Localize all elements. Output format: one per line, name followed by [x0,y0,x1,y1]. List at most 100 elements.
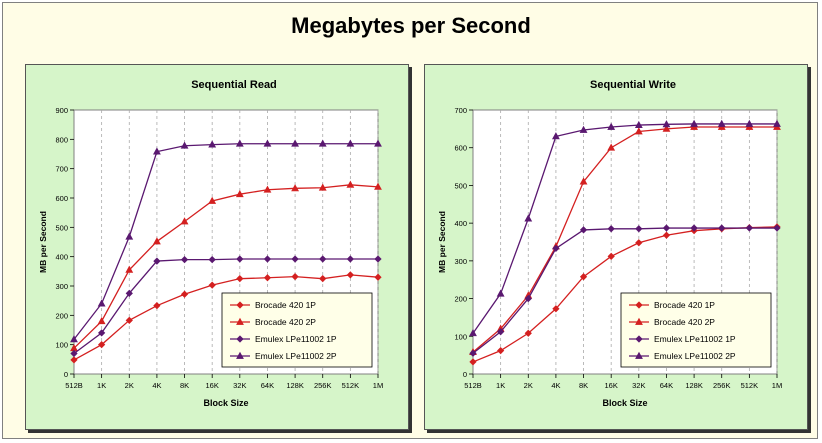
legend-label-emulex-lpe11002-2p: Emulex LPe11002 2P [255,351,337,361]
series-line-brocade-420-2p [472,126,777,353]
x-tick-label: 1M [373,381,383,390]
data-point-brocade-420-2p [235,189,244,198]
data-point-emulex-lpe11002-2p [318,139,327,147]
legend-marker-emulex-lpe11002-2p [635,351,643,359]
legend-marker-emulex-lpe11002-2p [236,351,244,359]
x-tick-label: 4K [152,381,161,390]
series-line-brocade-420-2p [73,184,379,349]
x-tick-label: 512B [65,381,83,390]
data-point-brocade-420-1p [153,302,161,310]
y-tick-label: 300 [454,257,467,266]
y-tick-label: 500 [55,223,68,232]
data-point-brocade-420-2p [97,316,106,325]
chart-title: Sequential Read [191,79,277,91]
y-tick-label: 100 [454,332,467,341]
legend-label-brocade-420-1p: Brocade 420 1P [255,300,316,310]
x-tick-label: 2K [125,381,134,390]
y-tick-label: 200 [55,311,68,320]
data-point-emulex-lpe11002-1p [497,328,505,336]
x-tick-label: 32K [233,381,246,390]
y-tick-label: 600 [55,194,68,203]
data-point-brocade-420-2p [374,182,382,190]
data-point-emulex-lpe11002-1p [718,224,726,232]
sequential-read-chart: Sequential Read 0 100 200 300 400 500 600 700 800… [38,79,383,408]
x-tick-label: 256K [314,381,332,390]
y-tick-label: 400 [454,219,467,228]
x-tick-label: 16K [605,381,618,390]
data-point-brocade-420-2p [579,177,588,185]
legend-marker-brocade-420-2p [635,317,643,325]
y-tick-label: 700 [55,165,68,174]
data-point-emulex-lpe11002-1p [469,349,477,357]
data-point-emulex-lpe11002-1p [662,224,671,232]
data-point-emulex-lpe11002-2p [153,147,161,155]
x-tick-label: 128K [685,381,703,390]
legend-label-brocade-420-1p: Brocade 420 1P [654,300,715,310]
data-point-brocade-420-1p [635,239,643,247]
x-tick-label: 64K [660,381,673,390]
data-point-brocade-420-2p [662,124,671,132]
y-tick-label: 400 [55,253,68,262]
data-point-emulex-lpe11002-2p [524,214,533,222]
data-point-emulex-lpe11002-1p [291,255,299,263]
y-tick-label: 300 [55,282,68,291]
data-point-emulex-lpe11002-1p [236,255,244,263]
data-point-emulex-lpe11002-2p [235,139,244,147]
y-tick-label: 600 [454,144,467,153]
data-point-brocade-420-1p [236,275,244,283]
chart-frame: Megabytes per Second Sequential Read 0 100… [2,2,818,439]
data-point-emulex-lpe11002-1p [319,255,327,263]
data-point-emulex-lpe11002-2p [208,140,217,148]
series-line-emulex-lpe11002-1p [472,227,777,354]
data-point-brocade-420-2p [263,185,272,193]
sequential-write-panel: Sequential Write 0 100 200 300 400 500 600 700 51… [424,64,808,430]
data-point-emulex-lpe11002-2p [662,120,671,128]
data-point-emulex-lpe11002-2p [374,139,382,147]
data-point-brocade-420-1p [579,273,588,281]
y-tick-label: 800 [55,135,68,144]
data-point-emulex-lpe11002-1p [690,224,698,232]
data-point-brocade-420-2p [125,265,134,273]
data-point-emulex-lpe11002-2p [125,232,134,240]
data-point-emulex-lpe11002-2p [346,139,355,147]
data-point-brocade-420-1p [180,290,189,298]
data-point-brocade-420-1p [607,252,615,260]
data-point-emulex-lpe11002-1p [153,257,161,265]
data-point-brocade-420-2p [634,127,643,135]
x-tick-label: 64K [261,381,274,390]
data-point-emulex-lpe11002-2p [180,141,189,149]
y-axis-label: MB per Second [437,211,447,273]
data-point-brocade-420-2p [291,184,299,192]
x-tick-label: 512K [741,381,759,390]
legend-marker-brocade-420-2p [236,317,244,325]
data-point-brocade-420-1p [319,275,327,283]
data-point-emulex-lpe11002-1p [524,294,532,303]
chart-title: Sequential Write [590,79,676,91]
data-point-brocade-420-1p [346,271,354,279]
data-point-brocade-420-2p [208,196,217,204]
data-point-emulex-lpe11002-1p [579,226,588,234]
data-point-brocade-420-2p [318,183,327,191]
series-line-emulex-lpe11002-1p [73,258,378,354]
x-tick-label: 16K [206,381,219,390]
data-point-brocade-420-1p [497,346,505,355]
y-tick-label: 100 [55,341,68,350]
data-point-emulex-lpe11002-2p [773,119,781,127]
data-point-brocade-420-1p [98,341,106,349]
legend-label-brocade-420-2p: Brocade 420 2P [255,317,316,327]
x-tick-label: 512B [464,381,482,390]
legend-label-emulex-lpe11002-1p: Emulex LPe11002 1P [255,334,337,344]
x-tick-label: 8K [579,381,588,390]
x-tick-label: 256K [713,381,731,390]
data-point-brocade-420-1p [524,329,532,337]
y-tick-label: 500 [454,181,467,190]
series-line-emulex-lpe11002-2p [73,143,378,340]
data-point-brocade-420-1p [662,231,671,239]
x-tick-label: 8K [180,381,189,390]
data-point-brocade-420-1p [291,272,299,281]
x-tick-label: 32K [632,381,645,390]
data-point-emulex-lpe11002-1p [607,225,615,233]
data-point-brocade-420-1p [552,305,560,313]
data-point-emulex-lpe11002-2p [607,122,616,130]
page-title: Megabytes per Second [291,13,531,38]
